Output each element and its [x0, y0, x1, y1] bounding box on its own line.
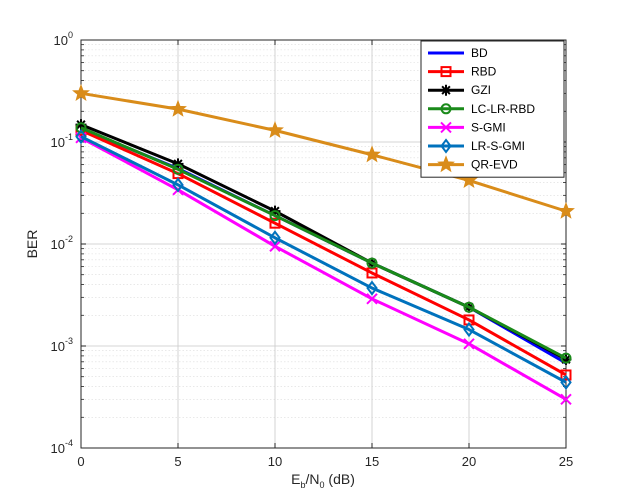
- square-marker: [440, 66, 452, 78]
- x-axis-label: Eb/N0 (dB): [291, 471, 355, 490]
- y-tick-label: 100: [54, 30, 73, 48]
- series-line-qr-evd: [80, 91, 567, 213]
- asterisk-marker: [560, 353, 572, 365]
- series-line-lc-lr-rbd: [80, 126, 567, 360]
- y-tick-label: 10-3: [51, 336, 73, 354]
- legend-label: LR-S-GMI: [471, 139, 525, 153]
- asterisk-marker: [75, 119, 87, 131]
- square-marker: [560, 369, 572, 381]
- y-tick-label: 10-2: [51, 234, 73, 252]
- circle-marker: [463, 301, 475, 313]
- x-tick-label: 10: [268, 454, 282, 469]
- x-tick-label: 15: [365, 454, 379, 469]
- star-marker: [460, 171, 478, 189]
- legend-label: LC-LR-RBD: [471, 102, 535, 116]
- circle-marker: [560, 352, 572, 364]
- legend-label: QR-EVD: [471, 158, 518, 172]
- star-marker: [557, 201, 575, 219]
- circle-marker: [172, 163, 184, 175]
- axis-ticks: 100 10-1 10-2 10-3 10-4 0 5 10 15 20 25: [51, 30, 574, 469]
- star-marker: [169, 99, 187, 117]
- series-lines: [72, 83, 575, 406]
- legend-label: GZI: [471, 83, 491, 97]
- legend-label: S-GMI: [471, 120, 506, 134]
- x-tick-label: 0: [77, 454, 84, 469]
- star-marker: [437, 155, 455, 173]
- diamond-marker: [269, 230, 281, 246]
- x-marker: [560, 393, 572, 406]
- series-qr-evd: [72, 83, 575, 219]
- y-tick-label: 10-4: [51, 438, 73, 456]
- series-rbd: [75, 124, 572, 381]
- series-s-gmi: [75, 132, 572, 406]
- y-tick-label: 10-1: [51, 132, 73, 150]
- circle-marker: [366, 257, 378, 269]
- asterisk-marker: [440, 84, 452, 96]
- x-tick-label: 25: [559, 454, 573, 469]
- star-marker: [72, 83, 90, 101]
- diamond-marker: [366, 280, 378, 296]
- square-marker: [269, 217, 281, 229]
- x-marker: [366, 293, 378, 305]
- diamond-marker: [172, 177, 184, 193]
- diamond-marker: [440, 138, 452, 154]
- y-axis-label: BER: [24, 230, 40, 259]
- series-lr-s-gmi: [75, 128, 572, 391]
- x-marker: [269, 240, 281, 252]
- legend-label: BD: [471, 46, 488, 60]
- x-tick-label: 5: [174, 454, 181, 469]
- circle-marker: [269, 210, 281, 222]
- circle-marker: [440, 103, 452, 115]
- legend: BD RBD GZI LC-LR-RBD S-GMI LR-S-GMI QR-EVD: [420, 40, 565, 178]
- x-marker: [463, 338, 475, 350]
- legend-box: [420, 40, 565, 178]
- diamond-marker: [463, 321, 475, 338]
- series-lc-lr-rbd: [75, 122, 572, 364]
- diamond-marker: [75, 128, 87, 145]
- diamond-marker: [560, 374, 572, 391]
- x-marker: [440, 121, 452, 134]
- star-marker: [363, 145, 381, 163]
- series-line-lr-s-gmi: [80, 135, 567, 384]
- legend-label: RBD: [471, 65, 497, 79]
- series-line-rbd: [80, 129, 567, 377]
- star-marker: [266, 120, 284, 138]
- x-tick-label: 20: [462, 454, 476, 469]
- series-line-s-gmi: [80, 136, 567, 401]
